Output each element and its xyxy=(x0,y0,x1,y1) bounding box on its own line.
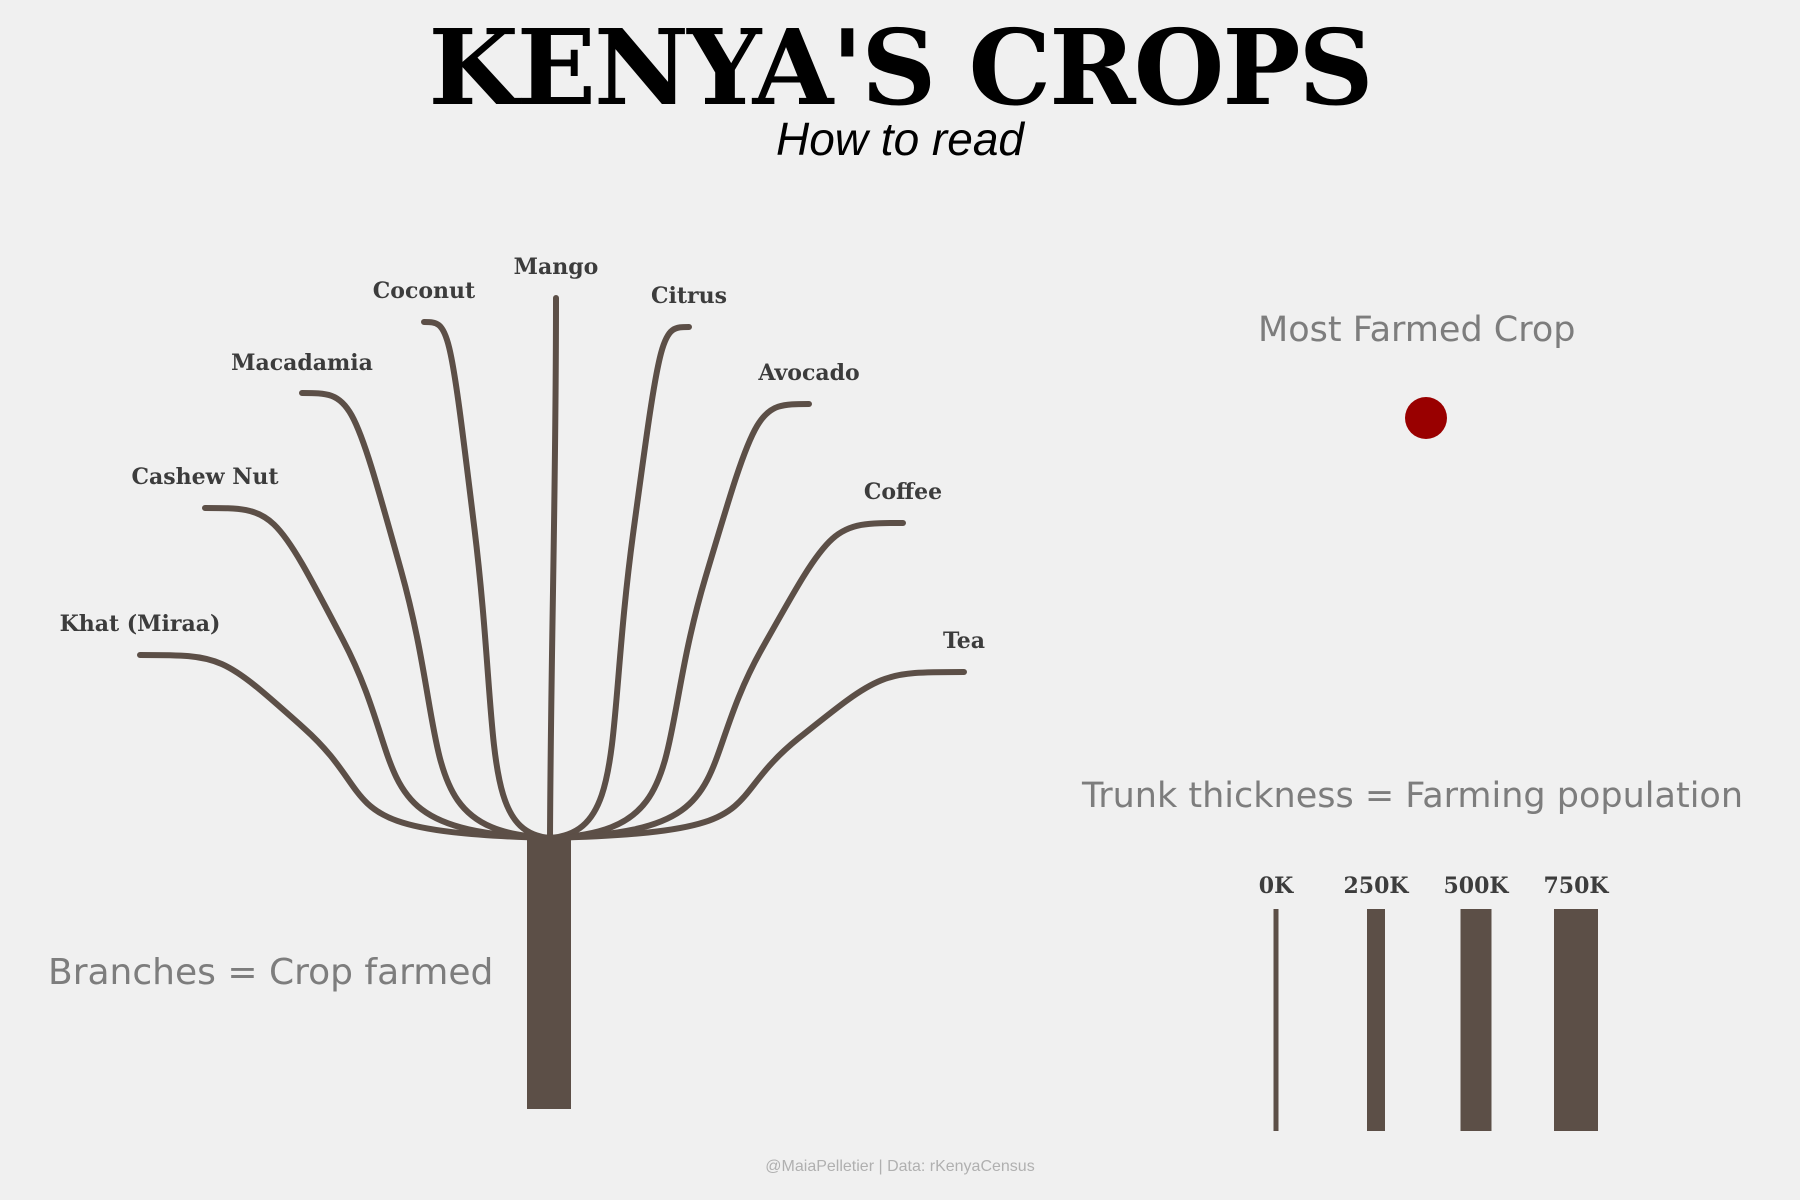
branches-group xyxy=(137,295,967,841)
scale-bar xyxy=(1367,909,1385,1131)
trunk-scale-legend: 0K 250K 500K 750K xyxy=(1259,873,1609,1131)
branch xyxy=(547,324,692,841)
scale-bar xyxy=(1460,909,1492,1131)
branch-label: Citrus xyxy=(651,283,727,309)
most-farmed-caption: Most Farmed Crop xyxy=(1258,310,1576,350)
branch-label: Avocado xyxy=(757,360,859,386)
branch xyxy=(421,319,553,841)
footer-credit: @MaiaPelletier | Data: rKenyaCensus xyxy=(765,1158,1035,1175)
scale-label: 0K xyxy=(1259,873,1294,899)
most-farmed-dot xyxy=(1405,397,1447,439)
branch-label: Macadamia xyxy=(231,350,373,376)
branch-label: Mango xyxy=(514,254,599,280)
scale-label: 500K xyxy=(1443,873,1509,899)
page-title: KENYA'S CROPS xyxy=(428,6,1373,129)
branch xyxy=(547,295,559,841)
branch-labels-group: Khat (Miraa) Cashew Nut Macadamia Coconut Ma… xyxy=(60,254,985,654)
branch-label: Khat (Miraa) xyxy=(60,611,221,637)
trunk xyxy=(527,836,571,1109)
trunk-caption: Trunk thickness = Farming population xyxy=(1082,776,1744,816)
branch xyxy=(299,390,553,841)
branch-label: Tea xyxy=(943,628,985,654)
branch xyxy=(547,520,906,841)
scale-label: 750K xyxy=(1543,873,1609,899)
branches-caption: Branches = Crop farmed xyxy=(48,952,494,993)
scale-label: 250K xyxy=(1343,873,1409,899)
scale-bar xyxy=(1554,909,1598,1131)
branch xyxy=(547,401,812,841)
branch xyxy=(547,669,967,841)
branch-label: Cashew Nut xyxy=(131,464,279,490)
page-subtitle: How to read xyxy=(775,113,1024,165)
branch-label: Coconut xyxy=(373,278,476,304)
scale-bar xyxy=(1273,909,1279,1131)
branch xyxy=(137,652,553,841)
branch-label: Coffee xyxy=(864,479,942,505)
branch xyxy=(202,505,553,841)
